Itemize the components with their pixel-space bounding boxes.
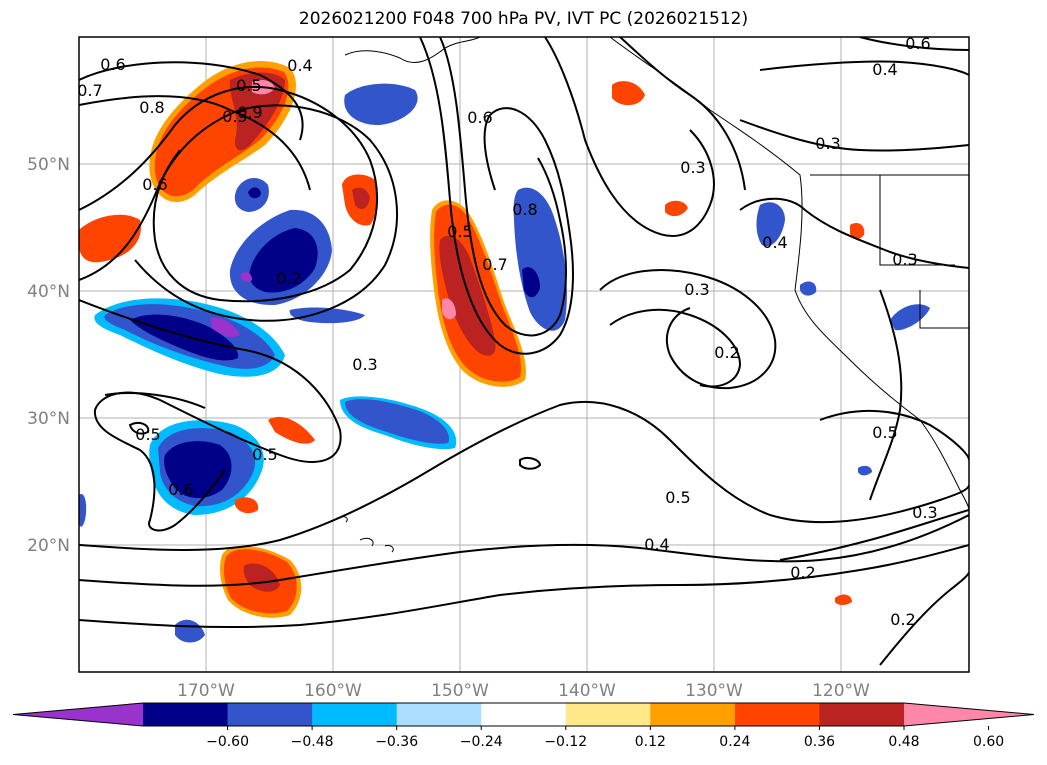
colorbar-segment [481, 703, 567, 726]
contour-label: 0.9 [237, 103, 262, 122]
contour-label: 0.7 [77, 81, 102, 100]
contour-label: 0.3 [684, 280, 709, 299]
colorbar-segment [227, 703, 313, 726]
colorbar-segment [565, 703, 651, 726]
map-frame [78, 36, 970, 673]
contour-label: 0.4 [644, 535, 669, 554]
colorbar-tick-label: −0.36 [375, 734, 418, 750]
colorbar-tick-label: 0.12 [635, 734, 666, 750]
lon-label-140w: 140°W [558, 681, 616, 701]
colorbar-segment [819, 703, 905, 726]
colorbar-outline [12, 702, 1035, 727]
contour-label: 0.5 [252, 445, 277, 464]
contour-label: 0.8 [512, 200, 537, 219]
colorbar: −0.60 −0.48 −0.36 −0.24 −0.12 0.12 0.24 0.36 0.4… [12, 702, 1035, 750]
colorbar-tick-label: −0.24 [460, 734, 503, 750]
colorbar-tick-label: −0.48 [291, 734, 334, 750]
latitude-labels: 50°N 40°N 30°N 20°N [27, 155, 70, 556]
lon-label-150w: 150°W [431, 681, 489, 701]
lon-label-120w: 120°W [812, 681, 870, 701]
lat-label-40n: 40°N [27, 282, 70, 302]
contour-label: 0.6 [100, 55, 125, 74]
colorbar-tick-label: −0.12 [544, 734, 587, 750]
contour-label: 0.3 [815, 134, 840, 153]
longitude-labels: 170°W 160°W 150°W 140°W 130°W 120°W [177, 681, 870, 701]
contour-label: 0.2 [790, 563, 815, 582]
colorbar-tick-label: 0.24 [719, 734, 750, 750]
contour-label: 0.5 [872, 423, 897, 442]
contour-label: 0.5 [236, 76, 261, 95]
lon-label-130w: 130°W [685, 681, 743, 701]
colorbar-tick-label: 0.48 [888, 734, 919, 750]
contour-label: 0.2 [276, 269, 301, 288]
colorbar-segment [734, 703, 820, 726]
colorbar-segment [312, 703, 398, 726]
contour-label: 0.4 [762, 233, 787, 252]
colorbar-extend-high [904, 703, 1034, 726]
contour-label: 0.7 [482, 255, 507, 274]
coastlines [339, 37, 969, 553]
colorbar-extend-low [13, 703, 143, 726]
contour-label: 0.6 [168, 480, 193, 499]
contour-label: 0.2 [714, 343, 739, 362]
negative-anomaly-streak [513, 187, 567, 331]
contour-label: 0.4 [287, 56, 312, 75]
contour-label: 0.3 [352, 355, 377, 374]
contour-label: 0.3 [680, 158, 705, 177]
negative-anomaly-n [344, 83, 418, 126]
contour-label: 0.3 [912, 503, 937, 522]
contour-label: 0.6 [467, 108, 492, 127]
positive-anomaly-w [79, 214, 141, 263]
contour-label: 0.5 [665, 488, 690, 507]
colorbar-tick-label: −0.60 [206, 734, 249, 750]
lat-label-50n: 50°N [27, 155, 70, 175]
contour-label: 0.5 [222, 107, 247, 126]
colorbar-tick-label: 0.36 [804, 734, 835, 750]
contour-label: 0.4 [872, 60, 897, 79]
contour-label: 0.5 [135, 425, 160, 444]
lon-label-170w: 170°W [177, 681, 235, 701]
contour-label: 0.8 [139, 98, 164, 117]
contour-label: 0.3 [892, 250, 917, 269]
map-title: 2026021200 F048 700 hPa PV, IVT PC (2026… [298, 9, 749, 29]
contour-label: 0.6 [905, 34, 930, 53]
contour-label: 0.6 [142, 175, 167, 194]
pv-contours [79, 37, 969, 666]
colorbar-segment [396, 703, 482, 726]
contour-labels: 0.6 0.5 0.4 0.7 0.8 0.6 0.5 0.9 0.4 0.6 … [77, 34, 938, 629]
colorbar-tick-label: 0.60 [973, 734, 1004, 750]
lat-label-20n: 20°N [27, 536, 70, 556]
lon-label-160w: 160°W [304, 681, 362, 701]
contour-label: 0.2 [890, 610, 915, 629]
colorbar-segment [143, 703, 229, 726]
lat-label-30n: 30°N [27, 409, 70, 429]
contour-label: 0.5 [447, 222, 472, 241]
colorbar-segment [650, 703, 736, 726]
